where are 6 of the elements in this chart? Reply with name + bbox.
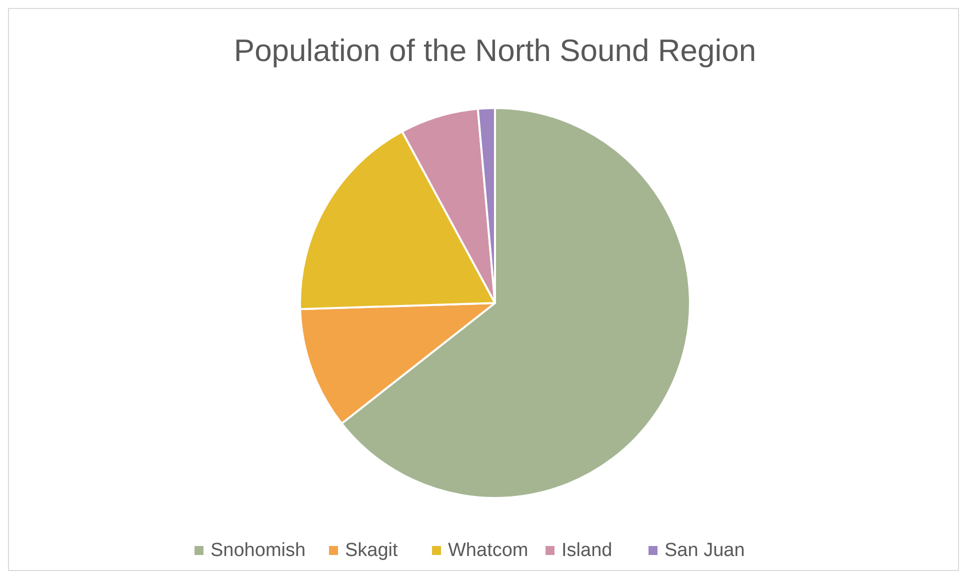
chart-title: Population of the North Sound Region [234, 33, 756, 68]
legend-label: Snohomish [210, 540, 306, 562]
legend-label: Skagit [345, 540, 399, 562]
legend-label: San Juan [664, 540, 745, 562]
legend-label: Island [562, 540, 612, 562]
legend-label: Whatcom [448, 540, 528, 562]
